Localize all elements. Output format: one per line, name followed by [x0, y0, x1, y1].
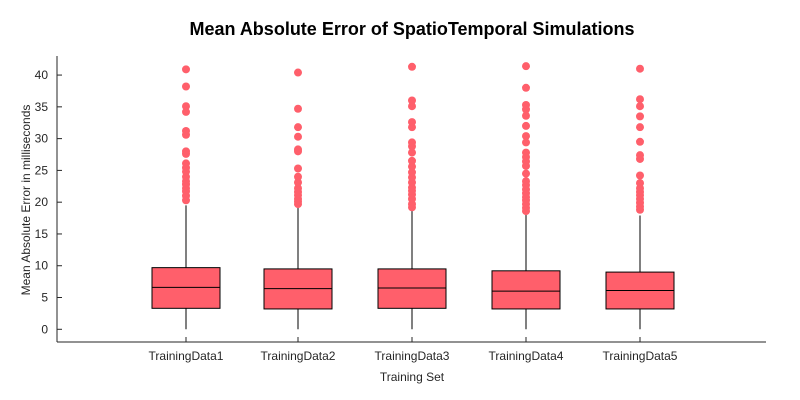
y-tick-label: 20 — [35, 195, 49, 209]
y-axis-label: Mean Absolute Error in milliseconds — [19, 105, 33, 296]
outlier-point — [636, 112, 644, 121]
outlier-point — [408, 62, 416, 71]
x-tick-label: TrainingData1 — [149, 349, 224, 363]
outlier-point — [522, 132, 530, 141]
y-tick-label: 40 — [35, 68, 49, 82]
outlier-point — [182, 102, 190, 111]
outlier-point — [294, 184, 302, 193]
outlier-point — [408, 96, 416, 105]
x-tick-label: TrainingData3 — [375, 349, 450, 363]
y-tick-label: 30 — [35, 132, 49, 146]
outlier-point — [294, 68, 302, 77]
outlier-point — [636, 151, 644, 160]
outlier-point — [522, 148, 530, 157]
box-group — [605, 64, 675, 330]
outlier-point — [636, 179, 644, 188]
outlier-point — [522, 111, 530, 120]
x-axis-label: Training Set — [380, 370, 445, 384]
box-iqr — [491, 270, 561, 310]
y-tick-label: 15 — [35, 227, 49, 241]
y-tick-label: 10 — [35, 259, 49, 273]
axes: 0 5 10 15 20 25 30 35 40 TrainingData1 TrainingDat… — [35, 56, 766, 363]
box-group — [377, 62, 447, 330]
x-tick-label: TrainingData4 — [489, 349, 564, 363]
outlier-point — [522, 83, 530, 92]
outlier-point — [182, 159, 190, 168]
outlier-point — [522, 121, 530, 130]
outlier-point — [294, 172, 302, 181]
y-tick-label: 25 — [35, 163, 49, 177]
outlier-point — [522, 100, 530, 109]
box-iqr — [151, 267, 221, 309]
outlier-point — [294, 123, 302, 132]
boxes — [151, 62, 675, 330]
outlier-point — [408, 156, 416, 165]
outlier-point — [522, 177, 530, 186]
outlier-point — [636, 102, 644, 111]
box-group — [151, 65, 221, 330]
outlier-point — [522, 62, 530, 71]
outlier-point — [182, 126, 190, 135]
y-tick-label: 0 — [41, 322, 48, 336]
outlier-point — [294, 132, 302, 141]
outlier-point — [408, 102, 416, 111]
outlier-point — [408, 138, 416, 147]
y-tick-label: 35 — [35, 100, 49, 114]
outlier-point — [636, 64, 644, 73]
chart-title: Mean Absolute Error of SpatioTemporal Si… — [189, 19, 634, 39]
outlier-point — [182, 147, 190, 156]
outlier-point — [636, 137, 644, 146]
outlier-point — [294, 145, 302, 154]
outlier-point — [408, 162, 416, 171]
outlier-point — [522, 169, 530, 178]
x-tick-label: TrainingData2 — [261, 349, 336, 363]
outlier-point — [522, 138, 530, 147]
outlier-point — [408, 148, 416, 157]
outlier-point — [182, 107, 190, 116]
outlier-point — [294, 164, 302, 173]
outlier-point — [636, 123, 644, 132]
outlier-point — [408, 168, 416, 177]
outlier-point — [294, 104, 302, 113]
outlier-point — [182, 82, 190, 91]
x-tick-label: TrainingData5 — [603, 349, 678, 363]
outlier-point — [636, 95, 644, 104]
box-group — [491, 62, 561, 330]
outlier-point — [636, 171, 644, 180]
outlier-point — [294, 178, 302, 187]
box-iqr — [377, 268, 447, 309]
outlier-point — [408, 118, 416, 127]
y-tick-label: 5 — [41, 291, 48, 305]
box-group — [263, 68, 333, 330]
outlier-point — [182, 65, 190, 74]
